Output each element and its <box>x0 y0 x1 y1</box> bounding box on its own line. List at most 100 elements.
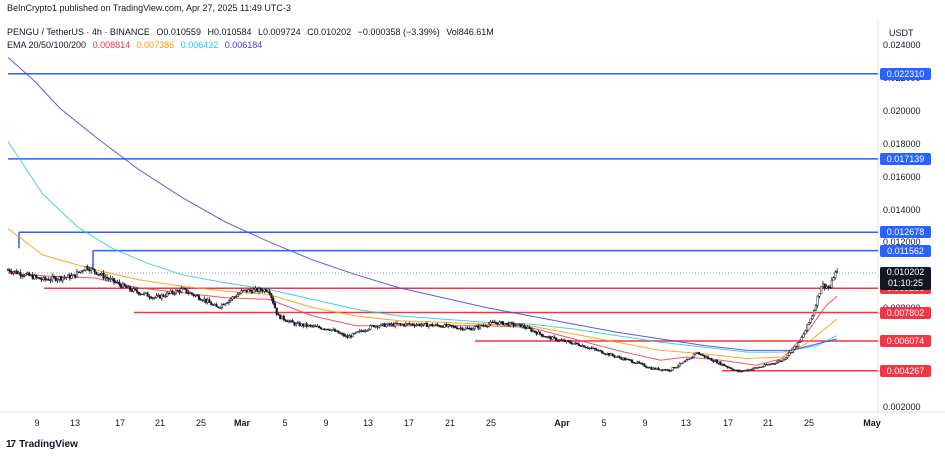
candle-body <box>496 322 499 325</box>
tradingview-logo[interactable]: 17 TradingView <box>6 439 78 450</box>
candle-body <box>747 369 750 371</box>
candle-body <box>611 353 614 356</box>
candle-body <box>673 367 676 369</box>
resistance-price-tag[interactable]: 0.011562 <box>880 244 931 257</box>
candle-body <box>705 356 708 358</box>
candle-body <box>59 276 63 281</box>
volume-value: 846.61M <box>458 27 494 37</box>
candle-body <box>75 271 78 278</box>
candle-body <box>213 304 216 306</box>
candle-body <box>795 346 798 348</box>
candle-body <box>148 296 151 298</box>
candle-body <box>749 369 752 371</box>
time-axis-tick: 17 <box>403 418 415 428</box>
ohlc-close-key: C <box>307 27 314 37</box>
candle-body <box>790 352 793 354</box>
candle-body <box>420 324 423 327</box>
candle-body <box>615 356 618 358</box>
candle-body <box>763 364 766 367</box>
candle-body <box>512 322 515 326</box>
support-price-tag[interactable]: 0.006074 <box>880 334 931 347</box>
candle-body <box>369 325 372 330</box>
resistance-price-tag[interactable]: 0.022310 <box>880 67 931 80</box>
last-price-tag[interactable]: 0.010202 01:10:25 <box>880 267 931 291</box>
candle-body <box>620 357 623 360</box>
support-price-tag[interactable]: 0.004267 <box>880 364 931 377</box>
candle-body <box>268 291 271 294</box>
candle-body <box>664 369 667 371</box>
symbol-pair[interactable]: PENGU / TetherUS · 4h · BINANCE <box>7 27 150 37</box>
candle-body <box>738 370 741 372</box>
candle-body <box>379 323 383 327</box>
candle-body <box>752 367 756 370</box>
resistance-price-tag[interactable]: 0.017139 <box>880 152 931 165</box>
candle-body <box>493 321 496 324</box>
candle-body <box>411 323 414 326</box>
candle-body <box>625 358 628 361</box>
candle-body <box>270 293 273 299</box>
resistance-price-tag[interactable]: 0.012678 <box>880 226 931 239</box>
time-axis-tick: 21 <box>154 418 166 428</box>
candle-body <box>572 343 575 345</box>
candle-body <box>539 331 542 335</box>
candle-body <box>280 315 284 320</box>
candle-body <box>63 277 66 279</box>
candle-body <box>277 314 280 316</box>
candle-body <box>475 325 478 328</box>
support-price-tag[interactable]: 0.007802 <box>880 306 931 319</box>
candle-body <box>314 325 317 327</box>
candle-body <box>666 369 669 371</box>
candle-body <box>95 271 98 275</box>
candle-body <box>583 345 586 348</box>
candle-body <box>383 323 386 327</box>
candle-body <box>134 288 137 291</box>
candle-body <box>440 326 443 328</box>
candle-body <box>740 370 743 372</box>
candle-body <box>445 324 448 327</box>
candle-body <box>554 337 558 341</box>
candle-body <box>547 336 551 338</box>
candle-body <box>721 363 724 366</box>
candle-body <box>210 302 213 306</box>
candle-body <box>503 323 506 326</box>
candle-body <box>553 336 556 339</box>
candle-body <box>418 323 421 327</box>
candle-body <box>806 324 809 331</box>
bar-countdown: 01:10:25 <box>887 278 924 289</box>
candle-body <box>233 296 236 298</box>
ema-label[interactable]: EMA 20/50/100/200 <box>7 40 87 50</box>
candle-body <box>542 335 545 338</box>
candle-body <box>120 284 123 288</box>
candle-body <box>47 279 50 281</box>
candle-body <box>563 339 566 342</box>
candle-body <box>65 277 68 279</box>
candle-body <box>344 335 347 337</box>
candle-body <box>90 267 93 272</box>
candle-body <box>514 324 517 327</box>
candle-body <box>91 267 94 270</box>
candle-body <box>114 281 117 283</box>
candle-body <box>408 323 411 325</box>
time-axis-tick: 17 <box>722 418 734 428</box>
candle-body <box>636 361 639 364</box>
time-axis-tick: 9 <box>323 418 329 428</box>
candle-body <box>180 288 183 293</box>
candle-body <box>68 274 71 279</box>
candle-body <box>6 269 10 271</box>
candle-body <box>328 329 331 331</box>
candle-body <box>307 324 310 327</box>
candle-body <box>40 278 43 281</box>
candle-body <box>698 352 701 355</box>
ema-line <box>7 228 838 360</box>
candle-body <box>394 322 397 327</box>
candle-body <box>155 295 158 298</box>
candle-body <box>484 325 487 327</box>
candle-body <box>217 306 220 308</box>
candle-body <box>744 369 747 372</box>
candle-body <box>311 325 314 327</box>
price-axis-tick: 0.002000 <box>883 402 921 412</box>
candle-body <box>367 328 370 331</box>
candle-body <box>263 289 266 292</box>
candle-body <box>24 273 27 277</box>
